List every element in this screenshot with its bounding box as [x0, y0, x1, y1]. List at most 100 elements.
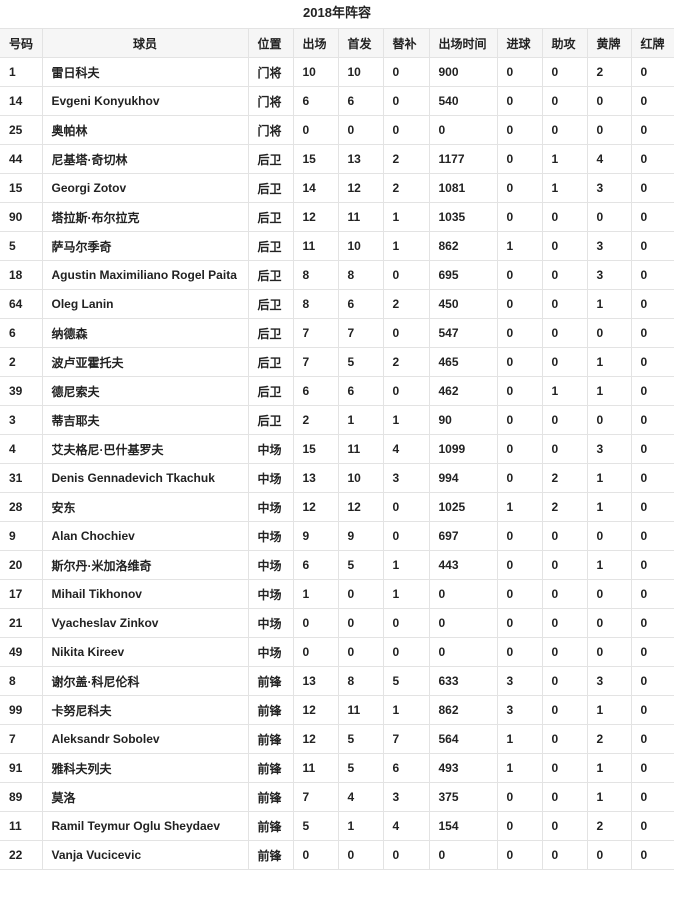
table-row: 6 纳德森 后卫 7 7 0 547 0 0 0 0	[0, 318, 674, 348]
table-cell: 后卫	[247, 173, 294, 203]
table-cell: 0	[337, 608, 384, 638]
table-row: 89 莫洛 前锋 7 4 3 375 0 0 1 0	[0, 782, 674, 812]
table-cell: 0	[496, 637, 543, 667]
table-cell: 0	[541, 318, 588, 348]
table-cell: 1	[337, 811, 384, 841]
table-cell: 0	[630, 405, 674, 435]
table-cell: 0	[541, 115, 588, 145]
table-cell: 862	[428, 231, 498, 261]
table-cell: 1177	[428, 144, 498, 174]
table-cell: 7	[382, 724, 430, 754]
table-cell: 0	[382, 521, 430, 551]
table-cell: 0	[630, 724, 674, 754]
table-cell: 2	[382, 289, 430, 319]
table-cell: 0	[541, 550, 588, 580]
table-cell: 0	[630, 86, 674, 116]
table-cell: 8	[0, 666, 43, 696]
table-cell: 0	[630, 782, 674, 812]
table-cell: 0	[496, 260, 543, 290]
table-cell: 99	[0, 695, 43, 725]
table-cell: 4	[382, 434, 430, 464]
table-cell: 0	[496, 840, 543, 870]
table-cell: Vyacheslav Zinkov	[41, 608, 249, 638]
table-cell: 1	[0, 57, 43, 87]
table-cell: 5	[0, 231, 43, 261]
table-cell: 德尼索夫	[41, 376, 249, 406]
table-cell: 0	[337, 637, 384, 667]
table-cell: 蒂吉耶夫	[41, 405, 249, 435]
table-cell: 前锋	[247, 840, 294, 870]
table-cell: 13	[337, 144, 384, 174]
column-header: 球员	[41, 28, 249, 58]
table-cell: 中场	[247, 608, 294, 638]
table-cell: 雅科夫列夫	[41, 753, 249, 783]
column-header: 替补	[382, 28, 430, 58]
table-cell: 8	[292, 260, 339, 290]
table-cell: 39	[0, 376, 43, 406]
table-cell: 后卫	[247, 318, 294, 348]
table-cell: 3	[0, 405, 43, 435]
table-cell: 0	[630, 695, 674, 725]
table-cell: 12	[292, 695, 339, 725]
table-cell: 6	[337, 86, 384, 116]
table-cell: 22	[0, 840, 43, 870]
table-cell: 493	[428, 753, 498, 783]
table-cell: 0	[496, 463, 543, 493]
table-cell: 1099	[428, 434, 498, 464]
table-cell: 0	[630, 289, 674, 319]
table-cell: 0	[541, 405, 588, 435]
column-header: 助攻	[541, 28, 588, 58]
table-cell: 纳德森	[41, 318, 249, 348]
table-cell: 0	[337, 579, 384, 609]
table-cell: 0	[630, 231, 674, 261]
table-row: 31 Denis Gennadevich Tkachuk 中场 13 10 3 994 0 2 1…	[0, 463, 674, 493]
table-cell: 2	[541, 492, 588, 522]
table-cell: 0	[541, 811, 588, 841]
table-cell: 0	[382, 260, 430, 290]
table-cell: 994	[428, 463, 498, 493]
table-cell: 1025	[428, 492, 498, 522]
table-cell: 8	[292, 289, 339, 319]
table-cell: 44	[0, 144, 43, 174]
table-cell: 0	[541, 86, 588, 116]
table-cell: 13	[292, 463, 339, 493]
table-cell: 0	[541, 434, 588, 464]
table-row: 15 Georgi Zotov 后卫 14 12 2 1081 0 1 3 0	[0, 173, 674, 203]
table-cell: 862	[428, 695, 498, 725]
table-cell: 547	[428, 318, 498, 348]
table-cell: 0	[382, 376, 430, 406]
table-row: 1 雷日科夫 门将 10 10 0 900 0 0 2 0	[0, 57, 674, 87]
table-cell: 91	[0, 753, 43, 783]
table-cell: 15	[0, 173, 43, 203]
table-cell: 0	[428, 579, 498, 609]
table-row: 8 谢尔盖·科尼伦科 前锋 13 8 5 633 3 0 3 0	[0, 666, 674, 696]
table-cell: Nikita Kireev	[41, 637, 249, 667]
table-cell: Georgi Zotov	[41, 173, 249, 203]
table-cell: 2	[586, 57, 632, 87]
table-cell: 尼基塔·奇切林	[41, 144, 249, 174]
table-cell: 5	[337, 753, 384, 783]
table-cell: 7	[292, 782, 339, 812]
table-cell: Evgeni Konyukhov	[41, 86, 249, 116]
table-cell: 1	[586, 463, 632, 493]
table-cell: 萨马尔季奇	[41, 231, 249, 261]
table-cell: 1	[586, 550, 632, 580]
table-cell: 0	[630, 550, 674, 580]
table-cell: 前锋	[247, 753, 294, 783]
table-cell: 0	[496, 376, 543, 406]
table-cell: 0	[586, 86, 632, 116]
table-cell: 0	[630, 173, 674, 203]
table-cell: 谢尔盖·科尼伦科	[41, 666, 249, 696]
table-cell: 1	[541, 144, 588, 174]
table-cell: 0	[541, 666, 588, 696]
table-row: 9 Alan Chochiev 中场 9 9 0 697 0 0 0 0	[0, 521, 674, 551]
table-cell: 7	[292, 318, 339, 348]
table-cell: 5	[337, 347, 384, 377]
table-cell: 0	[586, 637, 632, 667]
table-cell: 0	[496, 57, 543, 87]
table-cell: 后卫	[247, 347, 294, 377]
table-cell: 0	[541, 695, 588, 725]
table-row: 99 卡努尼科夫 前锋 12 11 1 862 3 0 1 0	[0, 695, 674, 725]
table-cell: 门将	[247, 115, 294, 145]
table-cell: 0	[541, 753, 588, 783]
